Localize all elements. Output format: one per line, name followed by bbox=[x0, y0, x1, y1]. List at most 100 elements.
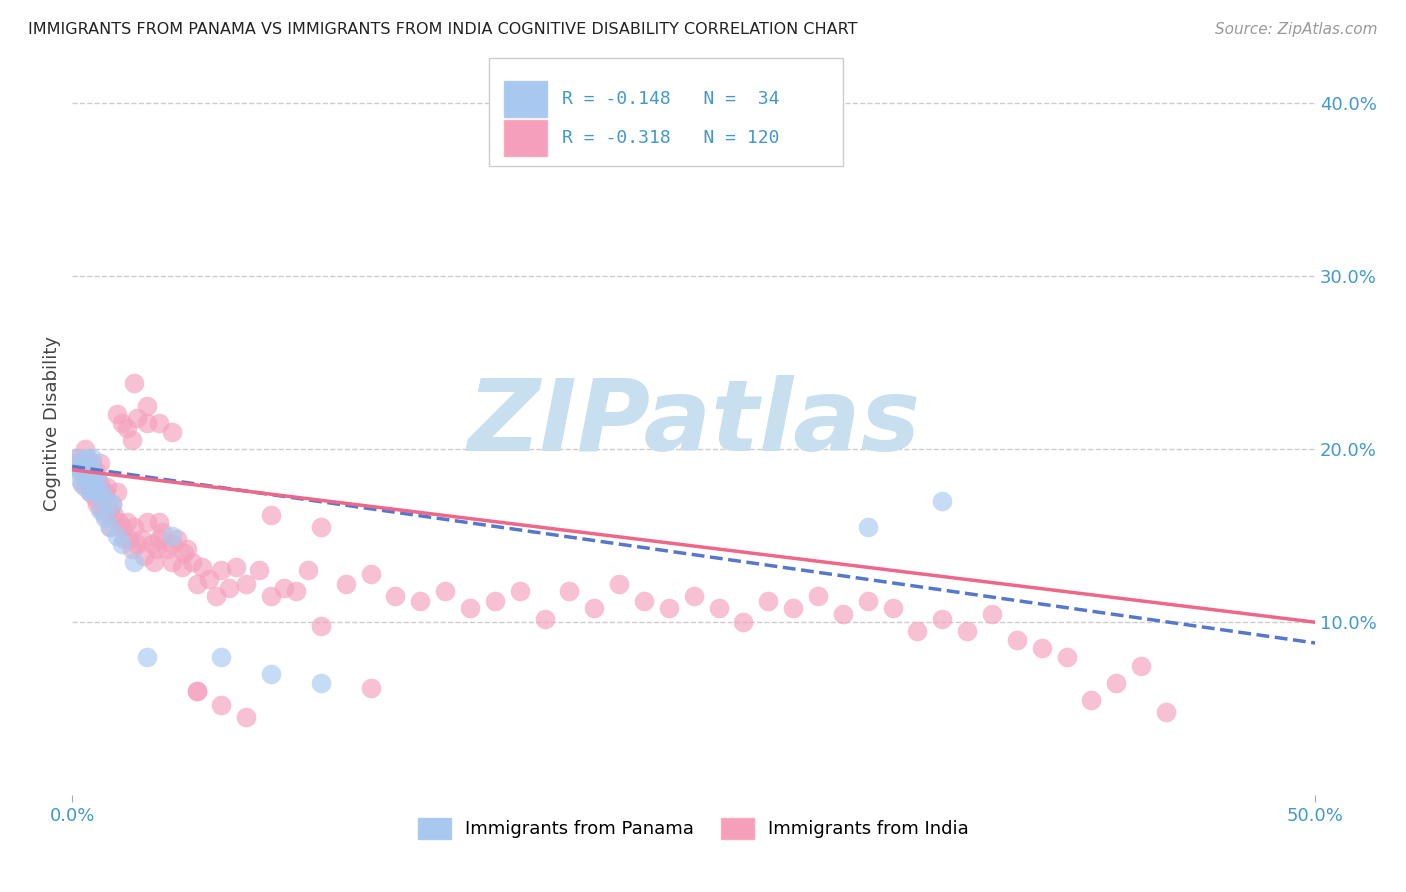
Point bbox=[121, 434, 143, 448]
Point bbox=[235, 577, 257, 591]
Point bbox=[1130, 658, 1153, 673]
Point bbox=[273, 581, 295, 595]
Bar bbox=[489, 58, 842, 166]
Point bbox=[63, 456, 86, 470]
Point bbox=[205, 589, 228, 603]
Point bbox=[309, 520, 332, 534]
Point bbox=[101, 498, 124, 512]
Point bbox=[86, 485, 108, 500]
Point bbox=[1080, 693, 1102, 707]
Point bbox=[135, 416, 157, 430]
Point bbox=[360, 681, 382, 695]
Point bbox=[186, 684, 208, 698]
Point bbox=[173, 546, 195, 560]
Point bbox=[124, 376, 146, 391]
Point bbox=[218, 581, 240, 595]
Point bbox=[114, 532, 136, 546]
Point bbox=[83, 468, 105, 483]
Point bbox=[91, 485, 114, 500]
Point bbox=[247, 563, 270, 577]
Point bbox=[131, 532, 153, 546]
Point bbox=[150, 525, 173, 540]
Point bbox=[134, 549, 156, 564]
Point bbox=[981, 607, 1004, 621]
Point bbox=[533, 612, 555, 626]
Point bbox=[756, 594, 779, 608]
Point bbox=[409, 594, 432, 608]
Point bbox=[111, 416, 134, 430]
Point bbox=[124, 555, 146, 569]
Text: R = -0.318   N = 120: R = -0.318 N = 120 bbox=[562, 129, 779, 147]
Point bbox=[96, 494, 118, 508]
Point bbox=[135, 399, 157, 413]
Point bbox=[956, 624, 979, 638]
Point bbox=[335, 577, 357, 591]
Point bbox=[111, 520, 134, 534]
Point bbox=[86, 471, 108, 485]
Point bbox=[931, 612, 953, 626]
Point bbox=[166, 532, 188, 546]
Point bbox=[108, 515, 131, 529]
Point bbox=[69, 463, 91, 477]
Point bbox=[682, 589, 704, 603]
Point bbox=[76, 468, 98, 483]
Point bbox=[658, 601, 681, 615]
Point bbox=[1031, 641, 1053, 656]
Point bbox=[76, 456, 98, 470]
Point bbox=[309, 676, 332, 690]
Point bbox=[141, 537, 163, 551]
Point bbox=[93, 508, 115, 522]
Point bbox=[209, 563, 232, 577]
Point bbox=[69, 463, 91, 477]
Point bbox=[384, 589, 406, 603]
Point bbox=[856, 594, 879, 608]
Point bbox=[1105, 676, 1128, 690]
Point bbox=[434, 584, 457, 599]
Point bbox=[260, 589, 283, 603]
Point bbox=[103, 508, 125, 522]
Point bbox=[607, 577, 630, 591]
Point bbox=[124, 520, 146, 534]
Point bbox=[143, 555, 166, 569]
Point bbox=[225, 559, 247, 574]
Point bbox=[235, 710, 257, 724]
Point bbox=[176, 542, 198, 557]
Point bbox=[1005, 632, 1028, 647]
Point bbox=[186, 684, 208, 698]
Point bbox=[79, 467, 101, 481]
Point bbox=[82, 480, 104, 494]
Point bbox=[89, 456, 111, 470]
Point bbox=[70, 468, 93, 483]
Point bbox=[360, 566, 382, 581]
Point bbox=[125, 537, 148, 551]
Text: R = -0.148   N =  34: R = -0.148 N = 34 bbox=[562, 90, 779, 108]
Point bbox=[96, 480, 118, 494]
Point bbox=[76, 450, 98, 465]
Text: IMMIGRANTS FROM PANAMA VS IMMIGRANTS FROM INDIA COGNITIVE DISABILITY CORRELATION: IMMIGRANTS FROM PANAMA VS IMMIGRANTS FRO… bbox=[28, 22, 858, 37]
Point bbox=[509, 584, 531, 599]
Point bbox=[180, 555, 202, 569]
Text: ZIPatlas: ZIPatlas bbox=[467, 375, 921, 472]
Point bbox=[86, 485, 108, 500]
Point bbox=[89, 502, 111, 516]
Point bbox=[782, 601, 804, 615]
Point bbox=[79, 485, 101, 500]
Point bbox=[260, 508, 283, 522]
Bar bbox=[503, 120, 547, 156]
Point bbox=[260, 667, 283, 681]
Point bbox=[907, 624, 929, 638]
Point bbox=[135, 649, 157, 664]
Point bbox=[309, 618, 332, 632]
Point bbox=[101, 498, 124, 512]
Point bbox=[73, 480, 96, 494]
Point bbox=[148, 515, 170, 529]
Point bbox=[633, 594, 655, 608]
Point bbox=[458, 601, 481, 615]
Point bbox=[733, 615, 755, 630]
Point bbox=[66, 450, 89, 465]
Point bbox=[83, 485, 105, 500]
Point bbox=[160, 425, 183, 439]
Point bbox=[63, 459, 86, 474]
Point bbox=[82, 456, 104, 470]
Point bbox=[707, 601, 730, 615]
